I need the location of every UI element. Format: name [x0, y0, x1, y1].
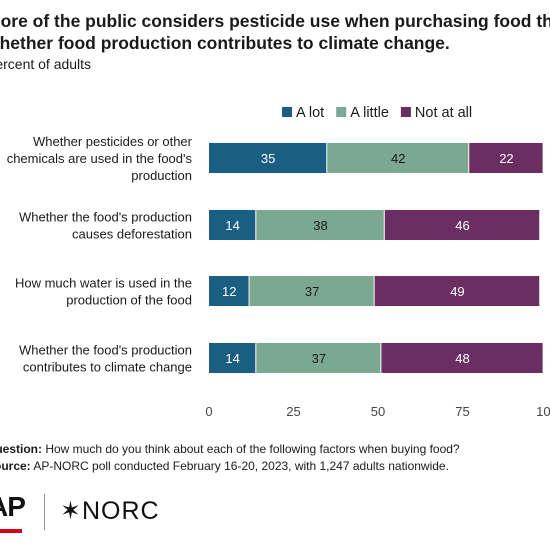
norc-logo: ✶NORC	[60, 497, 160, 525]
data-label-3-0: 14	[225, 351, 239, 366]
bar-0-2	[469, 143, 543, 173]
category-label-2-0: How much water is used in the	[15, 276, 192, 291]
bar-0-0	[209, 143, 327, 173]
data-label-1-0: 14	[225, 218, 239, 233]
data-label-1-1: 38	[313, 218, 327, 233]
bar-0-1	[327, 143, 469, 173]
x-tick-label-3: 75	[455, 404, 469, 419]
bar-1-0	[209, 210, 256, 240]
data-label-2-2: 49	[450, 284, 464, 299]
question-label: Question:	[0, 442, 42, 456]
legend-label-2: Not at all	[415, 105, 472, 121]
data-label-0-0: 35	[261, 151, 275, 166]
norc-logo-text: NORC	[81, 497, 160, 525]
chart-title-line-2: whether food production contributes to c…	[0, 33, 450, 53]
category-label-0-0: Whether pesticides or other	[33, 134, 193, 149]
source-label: Source:	[0, 459, 31, 473]
chart-subtitle: Percent of adults	[0, 56, 92, 72]
data-label-2-0: 12	[222, 284, 236, 299]
category-label-0-2: production	[131, 168, 192, 183]
legend-label-1: A little	[350, 105, 389, 121]
legend-swatch-2	[400, 107, 411, 117]
bar-3-2	[381, 343, 543, 373]
bar-1-1	[256, 210, 384, 240]
category-label-3-1: contributes to climate change	[23, 360, 192, 375]
data-label-0-1: 42	[391, 151, 405, 166]
bar-2-1	[249, 276, 374, 306]
ap-logo-underline	[0, 529, 22, 533]
bar-2-2	[374, 276, 540, 306]
bar-2-0	[209, 276, 249, 306]
logo-divider	[44, 494, 45, 530]
source-note: Source: AP-NORC poll conducted February …	[0, 459, 449, 473]
data-label-3-2: 48	[455, 351, 469, 366]
ap-logo: AP	[0, 491, 26, 522]
x-tick-label-0: 0	[205, 404, 212, 419]
bar-1-2	[384, 210, 540, 240]
data-label-0-2: 22	[499, 151, 513, 166]
category-label-2-1: production of the food	[66, 293, 192, 308]
legend-swatch-1	[336, 107, 347, 117]
x-tick-label-1: 25	[286, 404, 300, 419]
category-label-1-0: Whether the food's production	[19, 210, 192, 225]
legend-label-0: A lot	[296, 105, 324, 121]
bar-3-0	[209, 343, 256, 373]
bar-3-1	[256, 343, 381, 373]
question-note: Question: How much do you think about ea…	[0, 442, 460, 456]
question-text: How much do you think about each of the …	[45, 442, 460, 456]
category-label-3-0: Whether the food's production	[19, 343, 192, 358]
data-label-2-1: 37	[305, 284, 319, 299]
data-label-1-2: 46	[455, 218, 469, 233]
category-label-1-1: causes deforestation	[72, 227, 192, 242]
chart-title: More of the public considers pesticide u…	[0, 10, 550, 54]
x-tick-label-4: 100	[536, 404, 550, 419]
legend-swatch-0	[282, 107, 292, 117]
category-label-0-1: chemicals are used in the food's	[7, 151, 193, 166]
data-label-3-1: 37	[312, 351, 326, 366]
chart-title-line-1: More of the public considers pesticide u…	[0, 11, 550, 31]
x-tick-label-2: 50	[371, 404, 385, 419]
source-text: AP-NORC poll conducted February 16-20, 2…	[33, 459, 449, 473]
